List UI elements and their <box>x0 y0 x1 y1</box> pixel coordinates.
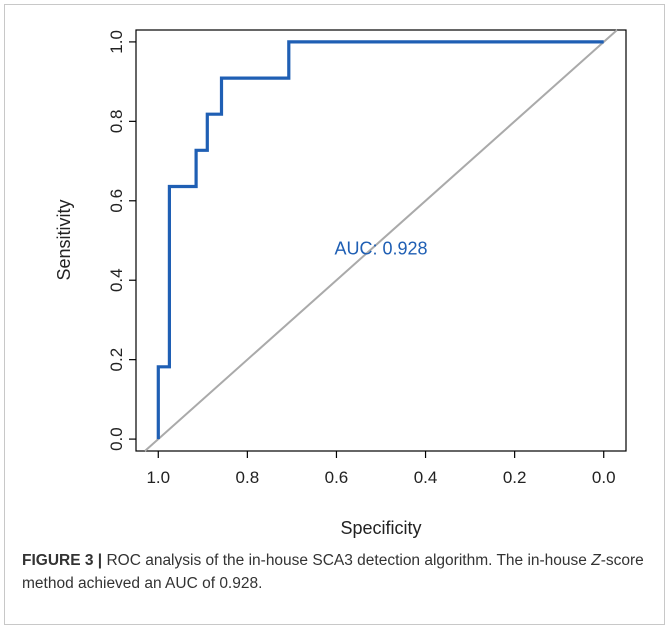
x-tick-label: 0.2 <box>503 468 527 487</box>
caption-text-1: ROC analysis of the in-house SCA3 detect… <box>102 552 592 569</box>
y-tick-label: 0.8 <box>107 110 126 134</box>
roc-chart: 1.0 0.8 0.6 0.4 0.2 0.0 0.0 0.2 0.4 0.6 0.8 1.0 Sp… <box>54 29 627 538</box>
x-tick-label: 0.8 <box>236 468 260 487</box>
caption-label: FIGURE 3 | <box>22 552 103 569</box>
y-axis-label: Sensitivity <box>54 199 74 280</box>
y-tick-label: 0.4 <box>107 268 126 292</box>
plot-frame <box>135 29 627 452</box>
figure-caption: FIGURE 3 | ROC analysis of the in-house … <box>22 549 652 595</box>
caption-italic: Z <box>591 552 601 569</box>
caption-text-2: -score method achieved an AUC of 0.928. <box>22 552 644 592</box>
x-tick-label: 0.6 <box>325 468 349 487</box>
figure-frame <box>4 4 665 625</box>
x-tick-label: 0.0 <box>592 468 616 487</box>
y-tick-label: 0.2 <box>107 348 126 372</box>
auc-annotation: AUC: 0.928 <box>334 238 427 258</box>
x-tick-label: 1.0 <box>146 468 170 487</box>
x-tick-label: 0.4 <box>414 468 438 487</box>
reference-diagonal-line <box>144 29 618 452</box>
y-tick-label: 0.6 <box>107 189 126 213</box>
y-tick-label: 1.0 <box>107 30 126 54</box>
x-axis-label: Specificity <box>340 518 421 538</box>
y-tick-label: 0.0 <box>107 427 126 451</box>
roc-curve-line-0 <box>156 40 604 440</box>
